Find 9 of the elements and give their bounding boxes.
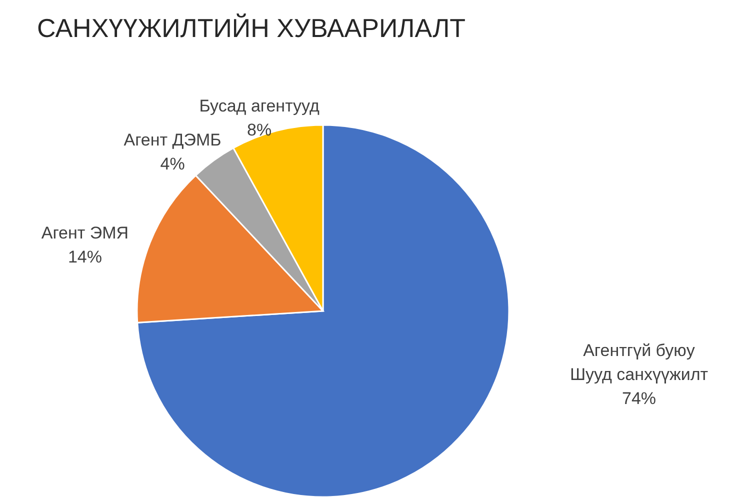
data-label: 14% — [68, 247, 102, 266]
slice-label: Агент ДЭМБ — [124, 130, 222, 150]
slice-label: Агентгүй буюу Шууд санхүүжилт — [570, 341, 708, 384]
slice-label: Бусад агентууд — [199, 96, 320, 116]
data-label: 8% — [247, 120, 272, 140]
data-label: 4% — [160, 154, 185, 174]
slice-label: Агент ЭМЯ — [41, 223, 129, 242]
data-label: 74% — [622, 389, 656, 408]
chart-title: САНХҮҮЖИЛТИЙН ХУВААРИЛАЛТ — [37, 13, 466, 43]
